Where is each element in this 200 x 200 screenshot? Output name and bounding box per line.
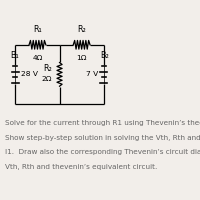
Text: B₁: B₁	[10, 51, 19, 60]
Text: R₂: R₂	[77, 25, 86, 34]
Text: 7 V: 7 V	[86, 71, 99, 77]
Text: Solve for the current through R1 using Thevenin’s theorem.: Solve for the current through R1 using T…	[5, 120, 200, 126]
Text: Vth, Rth and thevenin’s equivalent circuit.: Vth, Rth and thevenin’s equivalent circu…	[5, 164, 157, 170]
Text: 1Ω: 1Ω	[76, 55, 87, 61]
Text: 28 V: 28 V	[21, 71, 38, 77]
Text: 2Ω: 2Ω	[42, 76, 52, 82]
Text: 4Ω: 4Ω	[32, 55, 43, 61]
Text: Show step-by-step solution in solving the Vth, Rth and current: Show step-by-step solution in solving th…	[5, 135, 200, 141]
Text: B₂: B₂	[101, 51, 109, 60]
Text: R₂: R₂	[44, 64, 52, 73]
Text: R₁: R₁	[33, 25, 42, 34]
Text: I1.  Draw also the corresponding Thevenin’s circuit diagrams for: I1. Draw also the corresponding Thevenin…	[5, 149, 200, 155]
